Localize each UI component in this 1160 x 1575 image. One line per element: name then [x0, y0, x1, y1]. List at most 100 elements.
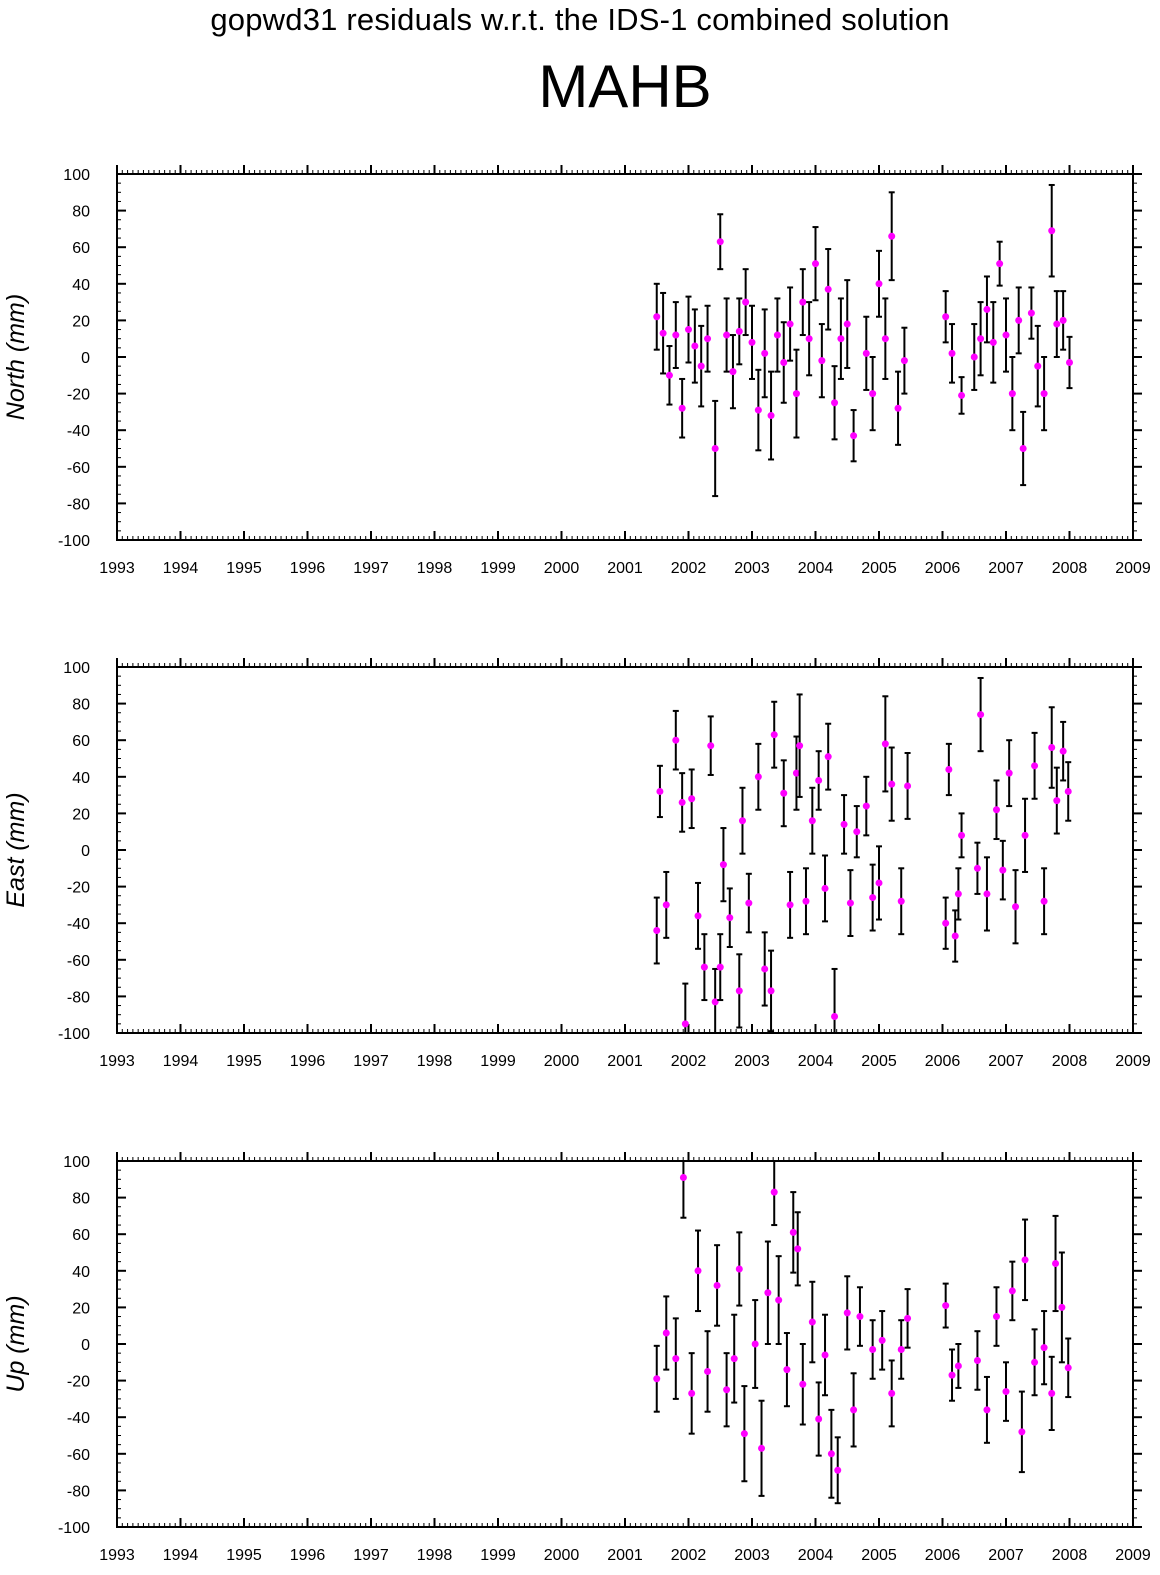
x-tick-label: 2001 — [607, 1053, 643, 1070]
data-point — [672, 1355, 680, 1363]
data-point — [1064, 1364, 1072, 1372]
data-point — [1021, 1256, 1029, 1264]
data-point — [904, 1314, 912, 1322]
x-tick-label: 2007 — [988, 1547, 1024, 1564]
data-point — [681, 1020, 689, 1028]
data-point — [716, 238, 724, 246]
data-point — [794, 1245, 802, 1253]
data-point — [1064, 787, 1072, 795]
x-tick-label: 2006 — [925, 560, 961, 577]
data-point — [856, 1313, 864, 1321]
y-tick-label: -40 — [67, 916, 90, 933]
data-point — [1059, 316, 1067, 324]
x-tick-label: 1998 — [417, 560, 453, 577]
x-tick-label: 2000 — [544, 560, 580, 577]
plot-area — [653, 676, 1072, 1033]
data-point — [989, 338, 997, 346]
data-point — [789, 1228, 797, 1236]
panel-east: 1993 1994 1995 1996 1997 1998 1999 2000 2001 2002… — [2, 658, 1151, 1070]
data-point — [735, 987, 743, 995]
x-tick-label: 2004 — [798, 1053, 834, 1070]
data-point — [958, 831, 966, 839]
data-point — [748, 338, 756, 346]
x-tick-label: 2005 — [861, 1547, 897, 1564]
data-point — [735, 1265, 743, 1273]
data-point — [729, 368, 737, 376]
data-point — [1021, 831, 1029, 839]
y-tick-label: -100 — [58, 1520, 90, 1537]
data-point — [846, 899, 854, 907]
data-point — [678, 404, 686, 412]
data-point — [754, 406, 762, 414]
data-point — [662, 1329, 670, 1337]
data-point — [862, 802, 870, 810]
x-tick-label: 2004 — [798, 560, 834, 577]
y-tick-label: 20 — [72, 806, 90, 823]
data-point — [824, 753, 832, 761]
data-point — [665, 371, 673, 379]
data-point — [723, 1386, 731, 1394]
x-tick-label: 2006 — [925, 1053, 961, 1070]
data-point — [697, 362, 705, 370]
data-point — [954, 890, 962, 898]
x-tick-label: 1999 — [480, 1547, 516, 1564]
x-tick-label: 2007 — [988, 1053, 1024, 1070]
x-tick-label: 2004 — [798, 1547, 834, 1564]
x-tick-label: 2003 — [734, 1053, 770, 1070]
data-point — [688, 1389, 696, 1397]
x-tick-label: 2008 — [1052, 1053, 1088, 1070]
data-point — [818, 357, 826, 365]
x-tick-label: 1999 — [480, 560, 516, 577]
x-tick-label: 2003 — [734, 1547, 770, 1564]
plot-frame — [116, 1160, 1134, 1528]
x-tick-label: 2000 — [544, 1053, 580, 1070]
data-point — [685, 326, 692, 334]
data-point — [973, 864, 981, 872]
data-point — [770, 1188, 778, 1196]
data-point — [888, 780, 896, 788]
data-point — [767, 987, 775, 995]
data-point — [983, 305, 991, 313]
data-point — [904, 782, 912, 790]
y-tick-label: 20 — [72, 313, 90, 330]
y-tick-label: 80 — [72, 1191, 90, 1208]
y-tick-label: 80 — [72, 204, 90, 221]
y-tick-label: -20 — [67, 387, 90, 404]
data-point — [894, 404, 902, 412]
data-point — [1008, 1287, 1016, 1295]
data-point — [831, 1013, 839, 1021]
x-tick-label: 2009 — [1115, 560, 1151, 577]
data-point — [1018, 1428, 1026, 1436]
y-axis-label: East (mm) — [2, 792, 30, 907]
data-point — [897, 897, 905, 905]
x-tick-label: 1994 — [163, 1053, 199, 1070]
data-point — [694, 912, 702, 920]
data-point — [700, 963, 708, 971]
data-point — [711, 445, 719, 452]
x-tick-label: 2007 — [988, 560, 1024, 577]
data-point — [942, 313, 950, 321]
data-point — [730, 1355, 738, 1363]
y-tick-label: -40 — [67, 423, 90, 440]
data-point — [761, 965, 769, 973]
data-point — [716, 963, 724, 971]
data-point — [662, 901, 670, 909]
x-tick-label: 1996 — [290, 1053, 326, 1070]
data-point — [653, 927, 661, 935]
data-point — [869, 390, 877, 398]
y-tick-label: -100 — [58, 1026, 90, 1043]
data-point — [850, 1406, 858, 1414]
x-tick-label: 1994 — [163, 560, 199, 577]
data-point — [812, 260, 819, 268]
data-point — [821, 884, 829, 892]
data-point — [983, 890, 991, 898]
data-point — [954, 1362, 962, 1370]
data-point — [1052, 1259, 1060, 1267]
data-point — [821, 1351, 829, 1359]
data-point — [754, 773, 762, 781]
data-point — [761, 349, 769, 357]
data-point — [711, 998, 719, 1006]
data-point — [1059, 747, 1067, 755]
data-point — [897, 1345, 905, 1353]
